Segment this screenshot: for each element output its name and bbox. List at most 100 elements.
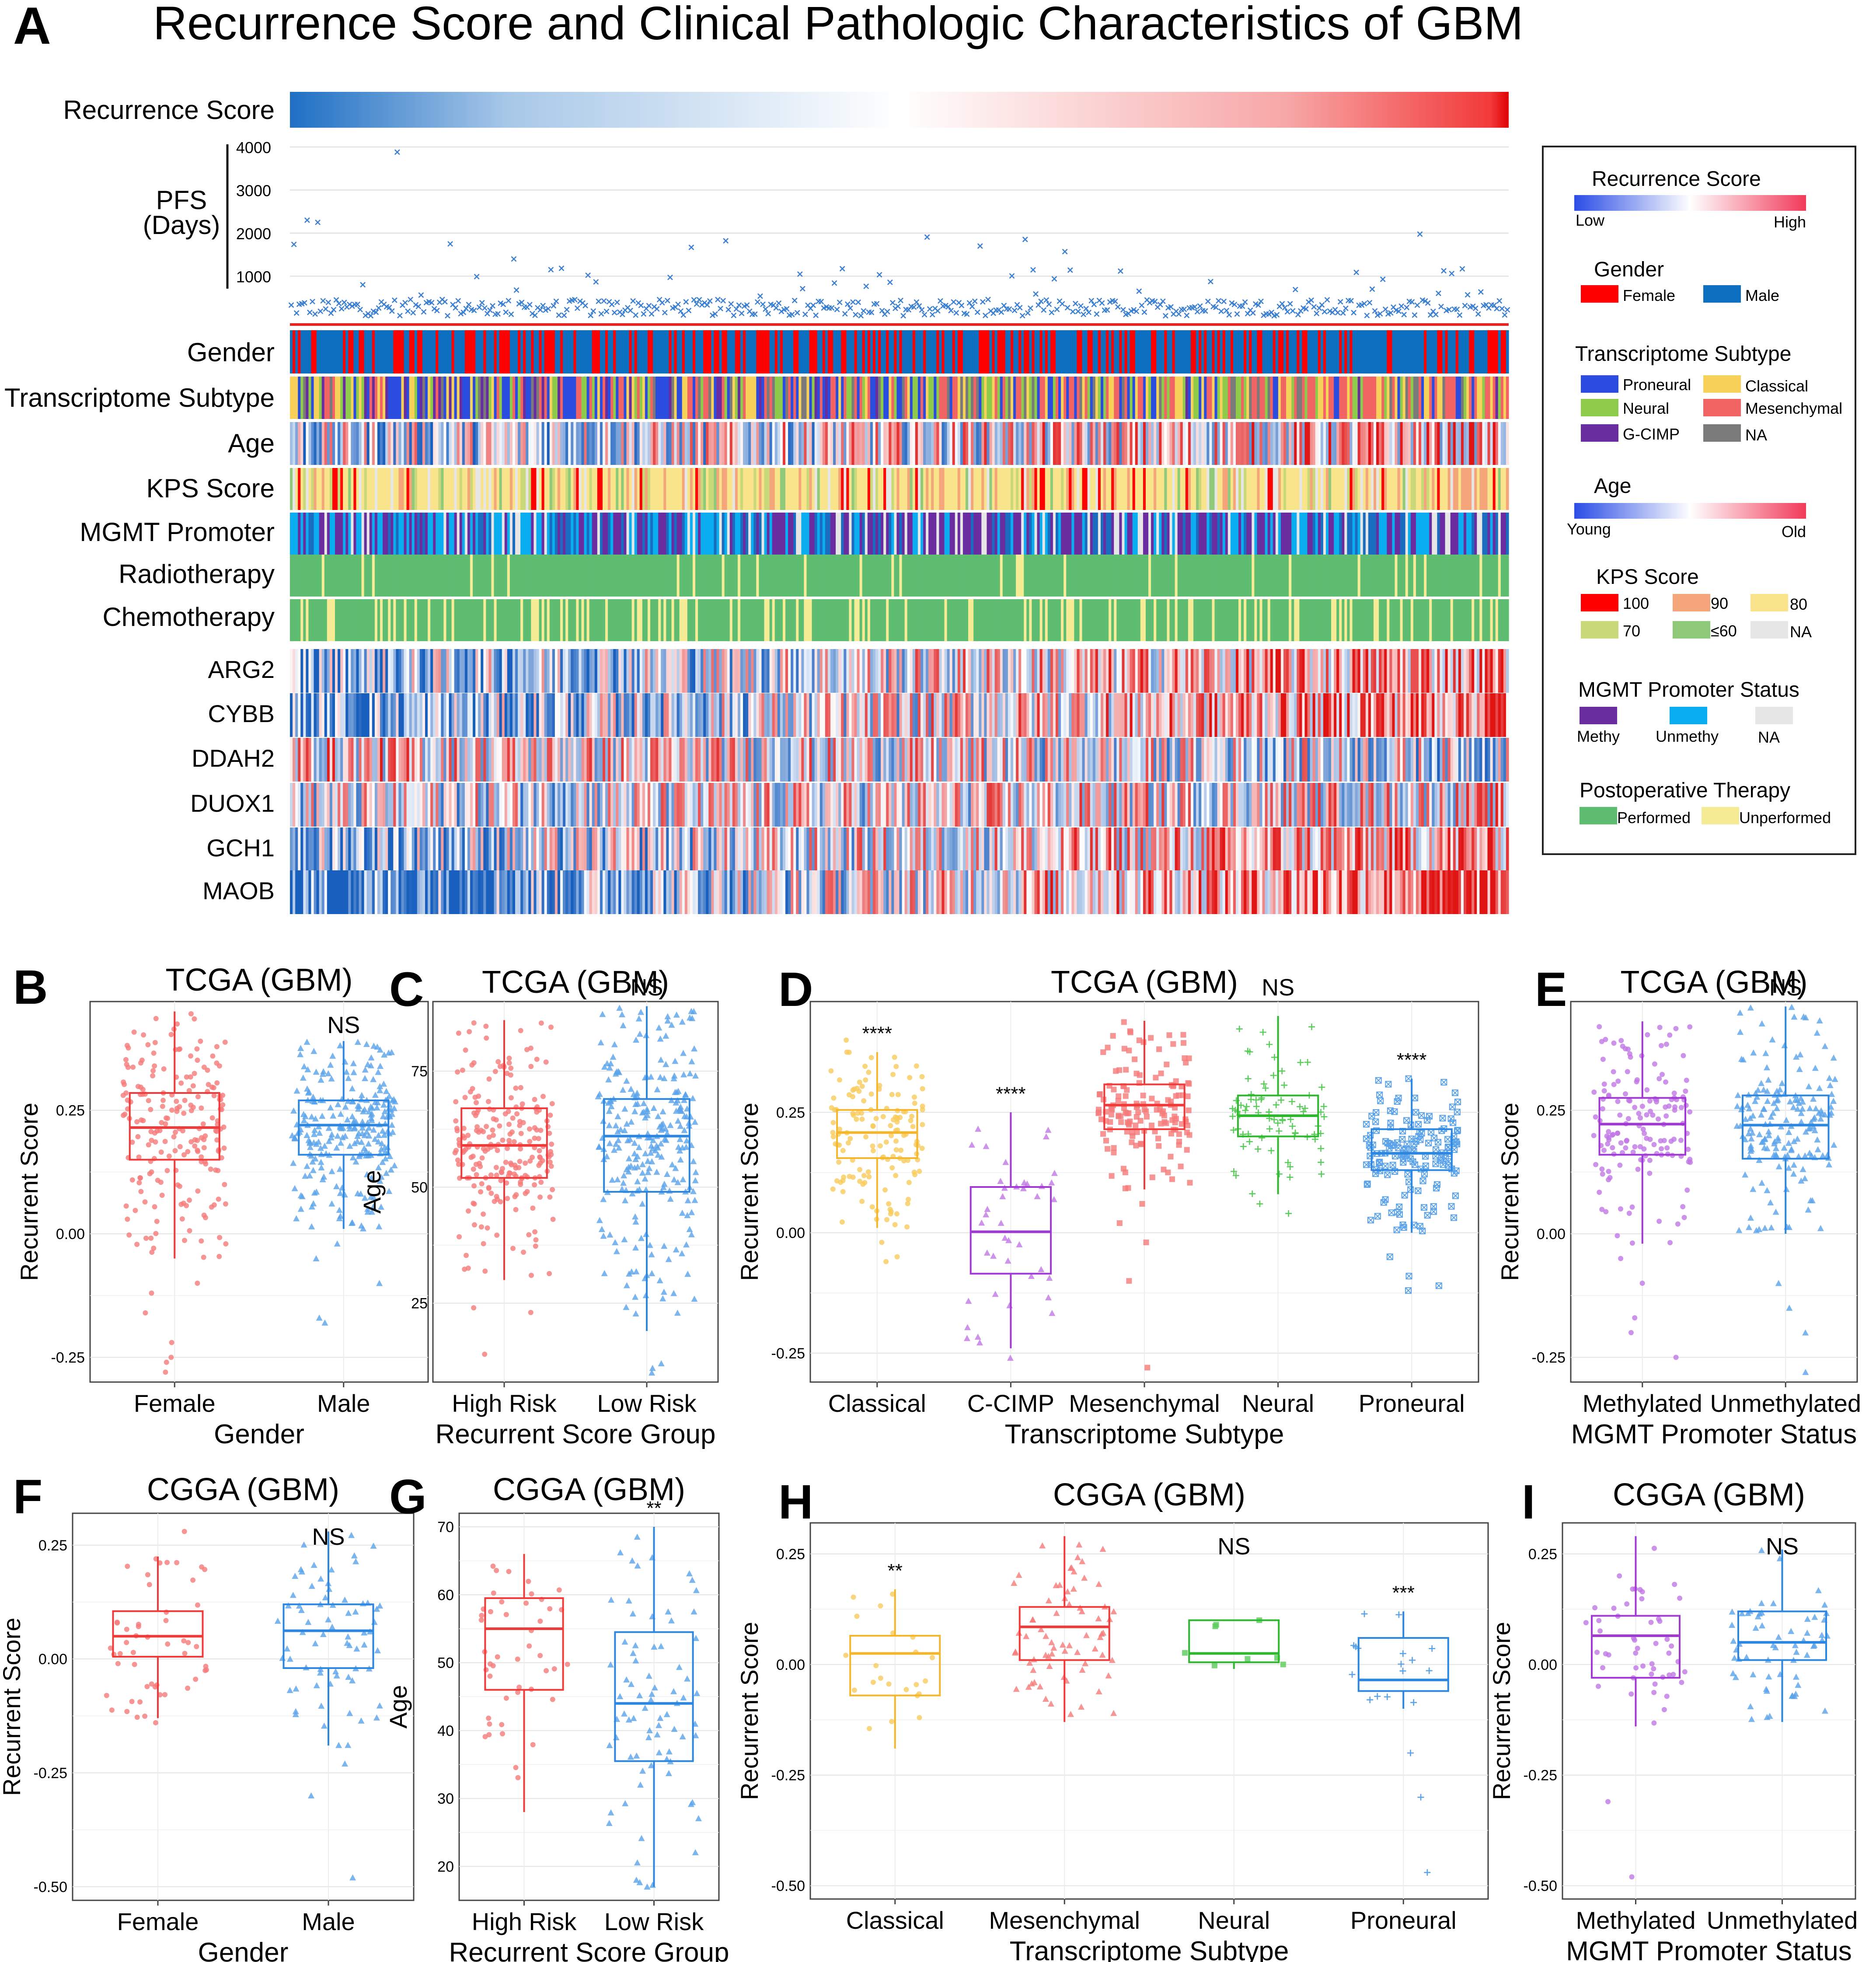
age-row-cell — [554, 422, 558, 465]
subtype-row-cell — [1426, 377, 1430, 419]
subtype-row-cell — [881, 377, 884, 419]
mgmt-row-cell — [509, 513, 513, 555]
gender-row-cell — [298, 330, 301, 374]
age-row-cell — [396, 422, 399, 465]
chemotherapy-row-cell — [1503, 599, 1506, 641]
radiotherapy-row-cell — [1384, 555, 1387, 597]
gene-cell — [1069, 649, 1072, 693]
subtype-row-cell — [409, 377, 412, 419]
gene-cell — [1267, 693, 1271, 737]
age-row-cell — [290, 422, 293, 465]
age-row-cell — [446, 422, 450, 465]
gene-cell — [1455, 693, 1459, 737]
chemotherapy-row-cell — [1151, 599, 1154, 641]
chemotherapy-row-cell — [1432, 599, 1435, 641]
chemotherapy-row-cell — [1307, 599, 1311, 641]
pfs-point — [784, 306, 790, 312]
radiotherapy-row-cell — [541, 555, 545, 597]
subtype-row-cell — [865, 377, 868, 419]
gene-cell — [473, 693, 476, 737]
gender-row-cell — [1066, 330, 1069, 374]
chemotherapy-row-cell — [621, 599, 624, 641]
gene-cell — [308, 649, 312, 693]
radiotherapy-row-cell — [414, 555, 418, 597]
gender-row-cell — [1487, 330, 1491, 374]
pfs-point — [553, 298, 559, 304]
gene-cell — [1355, 693, 1358, 737]
mgmt-row-cell — [475, 513, 478, 555]
radiotherapy-row-cell — [663, 555, 666, 597]
kps-row-cell — [1103, 468, 1106, 510]
gender-row-cell — [923, 330, 926, 374]
label-age: Age — [228, 429, 275, 458]
chemotherapy-row-cell — [957, 599, 961, 641]
radiotherapy-row-cell — [1495, 555, 1499, 597]
chemotherapy-row-cell — [952, 599, 955, 641]
gene-cell — [610, 693, 614, 737]
radiotherapy-row-cell — [1267, 555, 1271, 597]
mgmt-row-cell — [436, 513, 439, 555]
age-row-cell — [1432, 422, 1435, 465]
chemotherapy-row — [290, 599, 1509, 641]
chemotherapy-row-cell — [637, 599, 640, 641]
radiotherapy-row-cell — [698, 555, 701, 597]
pfs-point — [1115, 304, 1121, 310]
gene-cell — [706, 649, 709, 693]
gene-cell — [385, 649, 388, 693]
age-row-cell — [912, 422, 916, 465]
gene-cell — [464, 738, 468, 782]
kps-row-cell — [345, 468, 349, 510]
gene-cell — [290, 738, 293, 782]
gene-cell — [987, 649, 990, 693]
gene-cell — [345, 649, 349, 693]
gene-cell — [576, 693, 579, 737]
kps-row-cell — [1069, 468, 1072, 510]
pfs-point — [1342, 305, 1349, 311]
age-row-cell — [417, 422, 420, 465]
mgmt-row-cell — [1374, 513, 1377, 555]
mgmt-row-cell — [891, 513, 894, 555]
gene-cell — [761, 738, 765, 782]
kps-row-cell — [1342, 468, 1345, 510]
gene-cell — [523, 738, 526, 782]
subtype-row-cell — [1021, 377, 1024, 419]
kps-row-cell — [1472, 468, 1475, 510]
gender-row-cell — [1461, 330, 1464, 374]
gender-row-cell — [676, 330, 680, 374]
gender-row-cell — [1246, 330, 1249, 374]
gene-cell — [626, 738, 630, 782]
chemotherapy-row-cell — [306, 599, 309, 641]
mgmt-row-cell — [422, 513, 425, 555]
gene-cell — [1209, 693, 1213, 737]
gene-cell — [597, 738, 600, 782]
gene-cell — [1206, 693, 1210, 737]
gene-cell — [1159, 649, 1162, 693]
gene-cell — [520, 649, 523, 693]
gene-cell — [414, 693, 418, 737]
chemotherapy-row-cell — [1416, 599, 1419, 641]
subtype-row-cell — [1331, 377, 1334, 419]
subtype-row-cell — [422, 377, 425, 419]
age-row-cell — [616, 422, 619, 465]
chemotherapy-row-cell — [531, 599, 534, 641]
gene-cell — [1016, 649, 1019, 693]
gene-cell — [692, 738, 696, 782]
gene-cell — [1185, 693, 1189, 737]
age-row-cell — [846, 422, 849, 465]
gene-cell — [1119, 738, 1123, 782]
gene-cell — [436, 738, 439, 782]
kps-row-cell — [1177, 468, 1181, 510]
mgmt-row-cell — [338, 513, 341, 555]
gene-cell — [391, 693, 394, 737]
radiotherapy-row-cell — [1466, 555, 1469, 597]
kps-row-cell — [565, 468, 568, 510]
subtype-row-cell — [1071, 377, 1074, 419]
mgmt-row-cell — [1230, 513, 1234, 555]
gene-cell — [799, 693, 802, 737]
kps-row-cell — [1368, 468, 1371, 510]
chemotherapy-row-cell — [1492, 599, 1496, 641]
pfs-point — [445, 313, 450, 319]
gene-cell — [491, 738, 495, 782]
gene-cell — [994, 693, 998, 737]
mgmt-row-cell — [910, 513, 913, 555]
